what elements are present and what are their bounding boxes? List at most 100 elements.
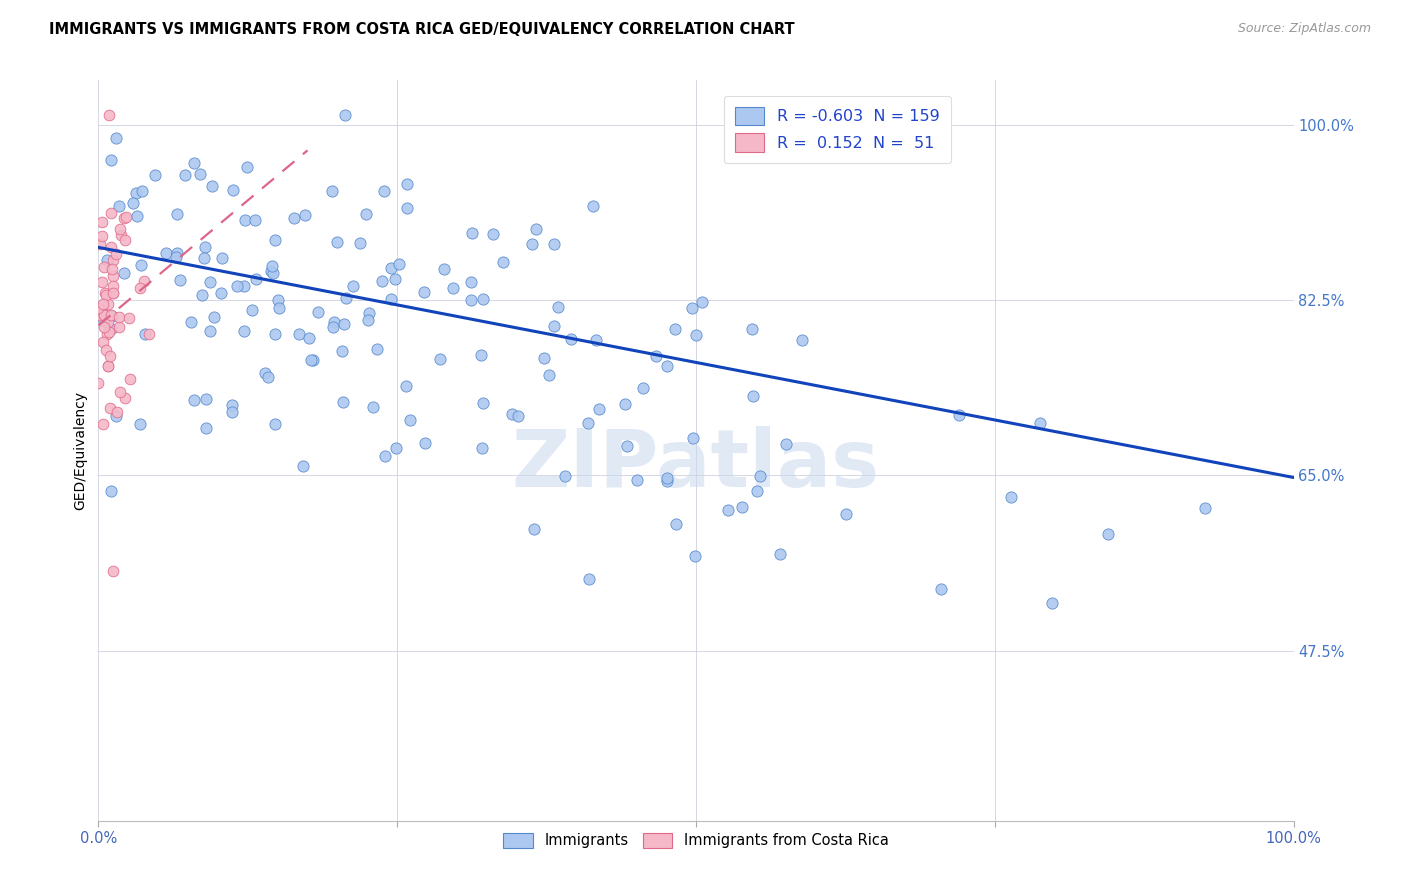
Point	[538, 368, 561, 382]
Point	[333, 108, 356, 122]
Point	[626, 473, 648, 487]
Point	[91, 334, 114, 349]
Point	[101, 286, 124, 301]
Point	[681, 301, 703, 316]
Point	[193, 251, 215, 265]
Text: Source: ZipAtlas.com: Source: ZipAtlas.com	[1237, 22, 1371, 36]
Point	[523, 522, 546, 536]
Point	[522, 236, 544, 251]
Point	[209, 285, 232, 300]
Point	[226, 279, 249, 293]
Point	[645, 349, 668, 363]
Point	[93, 319, 115, 334]
Point	[260, 259, 283, 273]
Point	[349, 235, 371, 250]
Point	[107, 319, 129, 334]
Point	[166, 245, 188, 260]
Point	[380, 292, 402, 306]
Point	[366, 343, 388, 357]
Point	[89, 236, 111, 251]
Legend: Immigrants, Immigrants from Costa Rica: Immigrants, Immigrants from Costa Rica	[498, 827, 894, 854]
Point	[291, 458, 314, 473]
Point	[101, 564, 124, 578]
Point	[103, 252, 125, 267]
Point	[96, 253, 118, 268]
Point	[195, 421, 218, 435]
Text: IMMIGRANTS VS IMMIGRANTS FROM COSTA RICA GED/EQUIVALENCY CORRELATION CHART: IMMIGRANTS VS IMMIGRANTS FROM COSTA RICA…	[49, 22, 794, 37]
Point	[1097, 527, 1119, 541]
Point	[741, 322, 763, 336]
Point	[93, 307, 115, 321]
Point	[91, 215, 114, 229]
Point	[388, 257, 411, 271]
Point	[948, 408, 970, 422]
Point	[114, 233, 136, 247]
Point	[547, 300, 569, 314]
Point	[554, 468, 576, 483]
Point	[91, 229, 114, 244]
Point	[582, 198, 605, 212]
Point	[100, 206, 122, 220]
Point	[543, 237, 565, 252]
Point	[97, 359, 120, 374]
Point	[287, 326, 309, 341]
Point	[138, 326, 160, 341]
Point	[834, 507, 856, 521]
Point	[433, 261, 456, 276]
Point	[198, 324, 221, 338]
Point	[114, 391, 136, 405]
Point	[100, 349, 122, 363]
Point	[342, 278, 364, 293]
Point	[87, 376, 110, 391]
Point	[657, 471, 679, 485]
Point	[201, 178, 224, 193]
Point	[132, 274, 155, 288]
Point	[105, 405, 128, 419]
Point	[460, 275, 482, 289]
Point	[354, 207, 377, 221]
Point	[655, 474, 678, 488]
Point	[385, 441, 408, 455]
Point	[413, 436, 436, 450]
Point	[183, 393, 205, 408]
Point	[283, 211, 305, 225]
Point	[533, 351, 555, 365]
Point	[240, 302, 263, 317]
Point	[104, 247, 127, 261]
Point	[233, 325, 256, 339]
Point	[769, 547, 792, 561]
Point	[655, 359, 678, 373]
Point	[108, 385, 131, 400]
Point	[588, 401, 610, 416]
Text: ZIPatlas: ZIPatlas	[512, 426, 880, 504]
Point	[323, 315, 346, 329]
Point	[202, 310, 225, 325]
Point	[134, 327, 156, 342]
Point	[143, 169, 166, 183]
Point	[460, 226, 482, 240]
Point	[361, 400, 384, 414]
Point	[100, 308, 122, 322]
Point	[1028, 417, 1050, 431]
Point	[108, 222, 131, 236]
Point	[129, 281, 152, 295]
Point	[749, 469, 772, 483]
Point	[100, 240, 122, 254]
Point	[302, 352, 325, 367]
Point	[245, 212, 267, 227]
Point	[359, 306, 381, 320]
Point	[236, 160, 259, 174]
Point	[298, 331, 321, 345]
Point	[560, 332, 582, 346]
Point	[94, 287, 117, 301]
Point	[87, 301, 110, 315]
Point	[118, 310, 141, 325]
Point	[665, 517, 688, 532]
Point	[97, 297, 120, 311]
Point	[294, 208, 316, 222]
Point	[97, 325, 120, 339]
Point	[384, 271, 406, 285]
Point	[131, 184, 153, 198]
Point	[174, 169, 197, 183]
Point	[374, 449, 396, 463]
